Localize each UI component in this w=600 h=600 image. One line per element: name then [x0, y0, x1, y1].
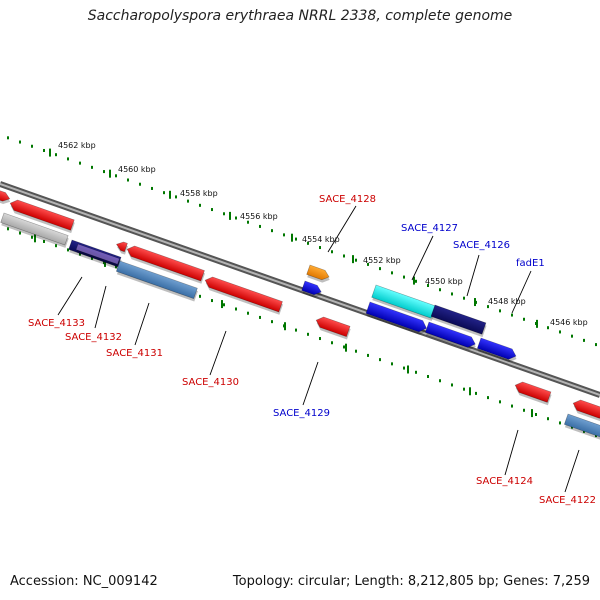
gene-label-SACE_4132: SACE_4132: [65, 332, 122, 343]
leader-line: [94, 285, 107, 329]
leader-line: [134, 302, 150, 346]
gene-arrow-small: [116, 241, 129, 255]
gene-arrow-SACE_4129: [301, 280, 322, 298]
leader-line: [504, 429, 519, 476]
gene-arrow-SACE_4127: [371, 284, 437, 322]
gene-arrow-steel-right: [563, 413, 600, 441]
scale-label: 4562 kbp: [58, 141, 96, 150]
leader-line: [302, 361, 319, 406]
scale-label: 4548 kbp: [488, 297, 526, 306]
gene-label-SACE_4128: SACE_4128: [319, 194, 376, 205]
scale-label: 4560 kbp: [118, 165, 156, 174]
scale-label: 4550 kbp: [425, 277, 463, 286]
leader-line: [564, 449, 580, 493]
feature-layer: [0, 189, 600, 441]
gene-arrow: [0, 189, 11, 205]
gene-label-SACE_4129: SACE_4129: [273, 408, 330, 419]
leader-line: [466, 254, 480, 297]
scale-label: 4552 kbp: [363, 256, 401, 265]
gene-arrow-SACE_4126-b: [424, 321, 476, 351]
leader-line: [411, 235, 434, 281]
gene-arrow-steel: [115, 260, 198, 302]
gene-label-SACE_4122: SACE_4122: [539, 495, 596, 506]
gene-label-SACE_4131: SACE_4131: [106, 348, 163, 359]
map-title: Saccharopolyspora erythraea NRRL 2338, c…: [87, 8, 513, 24]
gene-arrow-SACE_4133: [9, 199, 75, 234]
gene-arrow-SACE_4131: [126, 245, 206, 284]
gene-label-SACE_4133: SACE_4133: [28, 318, 85, 329]
gene-arrow-overlap: [75, 243, 121, 268]
gene-arrow-SACE_4130: [204, 276, 284, 315]
leader-line: [511, 270, 532, 314]
gene-arrow-gray: [0, 212, 69, 248]
gene-arrow-SACE_4128: [315, 316, 351, 340]
scale-label: 4556 kbp: [240, 212, 278, 221]
scale-label: 4558 kbp: [180, 189, 218, 198]
gene-arrow-SACE_4124: [514, 381, 552, 406]
label-layer: 4562 kbp 4560 kbp 4558 kbp 4556 kbp 4554 kbp…: [28, 141, 596, 506]
gene-label-SACE_4127: SACE_4127: [401, 223, 458, 234]
leader-line: [57, 276, 83, 316]
leader-line: [327, 205, 357, 253]
gene-label-SACE_4130: SACE_4130: [182, 377, 239, 388]
gene-label-fadE1: fadE1: [516, 258, 545, 269]
scale-label: 4554 kbp: [302, 235, 340, 244]
backbone-highlight: [0, 183, 600, 396]
genome-backbone: [0, 181, 600, 398]
gene-arrow-SACE_4127-b: [365, 301, 428, 335]
scale-label: 4546 kbp: [550, 318, 588, 327]
accession-text: Accession: NC_009142: [10, 574, 158, 589]
leader-line: [209, 330, 227, 376]
gene-arrow-SACE_4126: [430, 304, 487, 338]
gene-label-SACE_4126: SACE_4126: [453, 240, 510, 251]
scale-ticks: [7, 136, 597, 438]
gene-arrow-fadE1: [476, 337, 517, 363]
label-leaders: [57, 205, 580, 493]
gene-label-SACE_4124: SACE_4124: [476, 476, 533, 487]
genome-stats-text: Topology: circular; Length: 8,212,805 bp…: [232, 574, 590, 589]
gene-arrow-SACE_4129-orange: [306, 264, 330, 283]
